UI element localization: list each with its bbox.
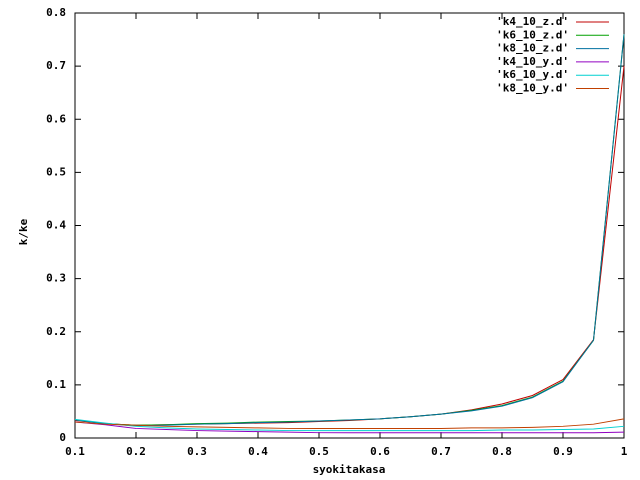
x-axis-label: syokitakasa bbox=[313, 463, 386, 476]
y-tick-label: 0.8 bbox=[46, 6, 66, 19]
legend-label: 'k8_10_y.d' bbox=[496, 82, 569, 95]
y-axis-label: k/ke bbox=[17, 218, 30, 245]
series-line bbox=[74, 66, 625, 426]
x-tick-label: 0.9 bbox=[553, 445, 573, 458]
legend-label: 'k4_10_z.d' bbox=[496, 15, 569, 28]
x-tick-label: 0.7 bbox=[431, 445, 451, 458]
y-tick-label: 0.5 bbox=[46, 165, 66, 178]
series-line bbox=[74, 421, 625, 434]
y-tick-label: 0.7 bbox=[46, 59, 66, 72]
x-tick-label: 0.4 bbox=[248, 445, 268, 458]
legend-label: 'k4_10_y.d' bbox=[496, 55, 569, 68]
series-line bbox=[74, 418, 625, 432]
y-tick-label: 0.2 bbox=[46, 325, 66, 338]
x-tick-label: 0.3 bbox=[187, 445, 207, 458]
y-tick-label: 0.6 bbox=[46, 112, 66, 125]
x-tick-label: 0.8 bbox=[492, 445, 512, 458]
x-tick-label: 0.1 bbox=[65, 445, 85, 458]
x-tick-label: 0.6 bbox=[370, 445, 390, 458]
legend-label: 'k6_10_z.d' bbox=[496, 28, 569, 41]
legend-label: 'k6_10_y.d' bbox=[496, 68, 569, 81]
y-tick-label: 0.4 bbox=[46, 219, 66, 232]
legend-label: 'k8_10_z.d' bbox=[496, 42, 569, 55]
y-tick-label: 0 bbox=[59, 431, 66, 444]
x-tick-label: 0.2 bbox=[126, 445, 146, 458]
series-line bbox=[74, 418, 625, 429]
x-tick-label: 0.5 bbox=[309, 445, 329, 458]
y-tick-label: 0.1 bbox=[46, 378, 66, 391]
series-line bbox=[74, 34, 625, 427]
y-tick-label: 0.3 bbox=[46, 272, 66, 285]
x-tick-label: 1 bbox=[621, 445, 628, 458]
